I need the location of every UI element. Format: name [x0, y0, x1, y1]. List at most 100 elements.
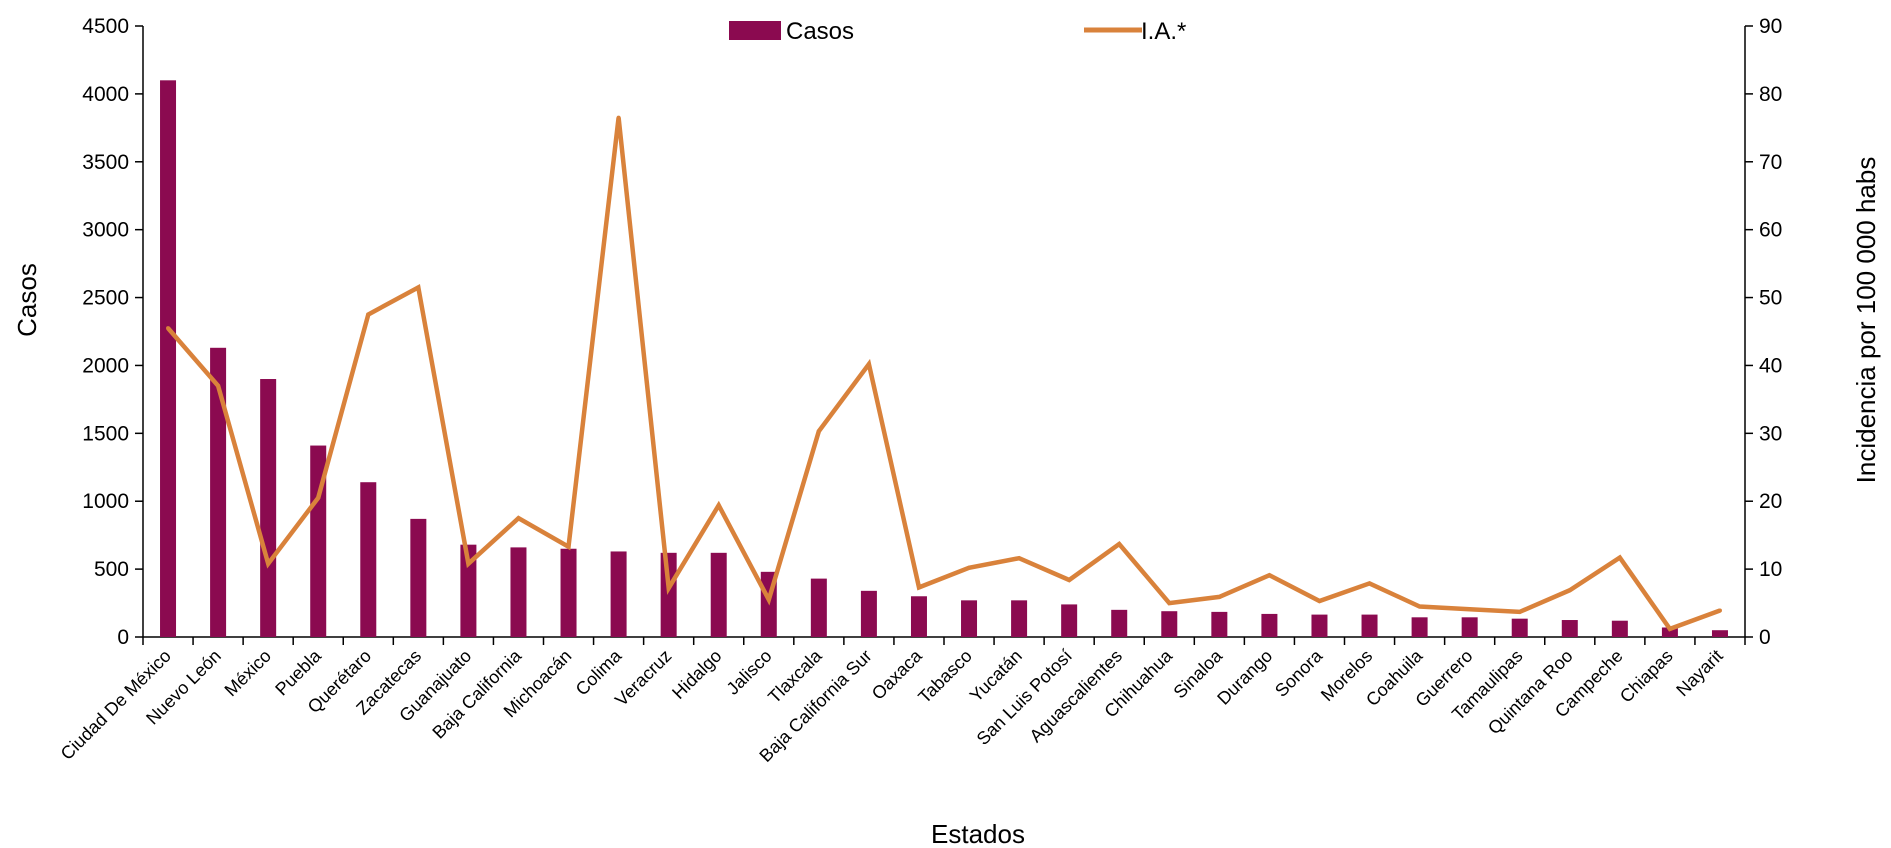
x-tick-label: Nayarit	[1672, 646, 1726, 700]
y-tick-label: 2000	[82, 354, 129, 377]
x-tick-label: Tabasco	[914, 646, 976, 708]
y-tick-label: 3500	[82, 151, 129, 174]
y-tick-label: 3000	[82, 219, 129, 242]
bar-casos	[310, 445, 327, 637]
point-ia	[266, 561, 271, 566]
point-ia	[1267, 573, 1272, 578]
bar-casos	[260, 379, 277, 637]
point-ia	[1667, 626, 1672, 631]
y2-tick-label: 60	[1759, 219, 1782, 242]
point-ia	[366, 312, 371, 317]
y-tick-label: 500	[94, 558, 129, 581]
bar-casos	[710, 552, 727, 637]
bar-casos	[510, 547, 527, 637]
legend: Casos I.A.*	[729, 18, 1186, 45]
x-tick-label: Baja California	[428, 645, 526, 743]
y2-tick-label: 10	[1759, 558, 1782, 581]
y2-tick-label: 30	[1759, 422, 1782, 445]
axes	[135, 25, 1753, 645]
point-ia	[816, 429, 821, 434]
bar-casos	[1511, 618, 1528, 637]
y2-tick-label: 20	[1759, 490, 1782, 513]
point-ia	[716, 503, 721, 508]
point-ia	[516, 516, 521, 521]
bar-casos	[460, 544, 477, 637]
bar-series-casos	[160, 80, 1728, 638]
legend-label-casos: Casos	[786, 18, 854, 45]
point-ia	[1217, 594, 1222, 599]
point-ia	[666, 586, 671, 591]
bar-casos	[1211, 611, 1228, 637]
bar-casos	[660, 552, 677, 637]
y2-tick-label: 80	[1759, 83, 1782, 106]
y-tick-labels: 0 500 1000 1500 2000 2500 3000 3500 4000 4500	[82, 15, 129, 649]
bar-casos	[210, 347, 227, 637]
point-ia	[1167, 601, 1172, 606]
point-ia	[916, 585, 921, 590]
point-ia	[1617, 555, 1622, 560]
point-ia	[416, 285, 421, 290]
bar-casos	[1261, 613, 1278, 637]
x-axis-title: Estados	[931, 819, 1025, 848]
point-ia	[1567, 588, 1572, 593]
bar-casos	[360, 482, 377, 637]
y2-tick-label: 40	[1759, 354, 1782, 377]
point-ia	[866, 362, 871, 367]
legend-swatch-casos	[729, 21, 781, 40]
point-ia	[466, 561, 471, 566]
bar-casos	[1561, 620, 1578, 637]
y-tick-label: 2500	[82, 287, 129, 310]
y-tick-label: 1500	[82, 422, 129, 445]
y2-tick-label: 50	[1759, 287, 1782, 310]
point-ia	[1417, 604, 1422, 609]
x-tick-label: Hidalgo	[668, 646, 725, 703]
y-tick-label: 0	[117, 626, 129, 649]
point-ia	[1367, 581, 1372, 586]
y-tick-label: 4500	[82, 15, 129, 38]
bar-casos	[1161, 611, 1178, 637]
point-ia	[1467, 607, 1472, 612]
y2-tick-label: 70	[1759, 151, 1782, 174]
bar-casos	[860, 590, 877, 637]
bar-casos	[1711, 630, 1728, 637]
bar-casos	[1311, 614, 1328, 637]
point-ia	[166, 326, 171, 331]
x-tick-label: México	[221, 646, 275, 700]
y-tick-label: 4000	[82, 83, 129, 106]
legend-label-ia: I.A.*	[1141, 18, 1186, 45]
point-ia	[1017, 556, 1022, 561]
line-ia	[166, 117, 1721, 632]
point-ia	[766, 597, 771, 602]
point-ia	[1517, 609, 1522, 614]
point-ia	[316, 495, 321, 500]
line-series-ia	[166, 115, 1722, 632]
y2-axis-title: Incidencia por 100 000 habs	[1851, 157, 1881, 484]
bar-casos	[810, 578, 827, 637]
bar-casos	[1611, 620, 1628, 637]
bar-casos	[1411, 617, 1428, 637]
y-axis-title: Casos	[12, 263, 42, 337]
point-ia	[566, 544, 571, 549]
y2-tick-labels: 0 10 20 30 40 50 60 70 80 90	[1759, 15, 1782, 649]
bar-casos	[1461, 617, 1478, 637]
bar-casos	[910, 596, 927, 637]
x-tick-label: Durango	[1213, 646, 1276, 709]
bar-casos	[410, 518, 427, 637]
bar-casos	[1361, 614, 1378, 637]
point-ia	[967, 565, 972, 570]
point-ia	[616, 115, 621, 120]
bar-casos	[1111, 609, 1128, 637]
bar-casos	[1011, 600, 1028, 637]
x-tick-label: Chiapas	[1616, 646, 1677, 707]
y2-tick-label: 90	[1759, 15, 1782, 38]
y2-tick-label: 0	[1759, 626, 1771, 649]
point-ia	[1717, 608, 1722, 613]
bar-casos	[560, 548, 577, 637]
point-ia	[1067, 577, 1072, 582]
point-ia	[1117, 541, 1122, 546]
bar-casos	[961, 600, 978, 637]
bar-casos	[1061, 604, 1078, 637]
bar-casos	[160, 80, 177, 638]
